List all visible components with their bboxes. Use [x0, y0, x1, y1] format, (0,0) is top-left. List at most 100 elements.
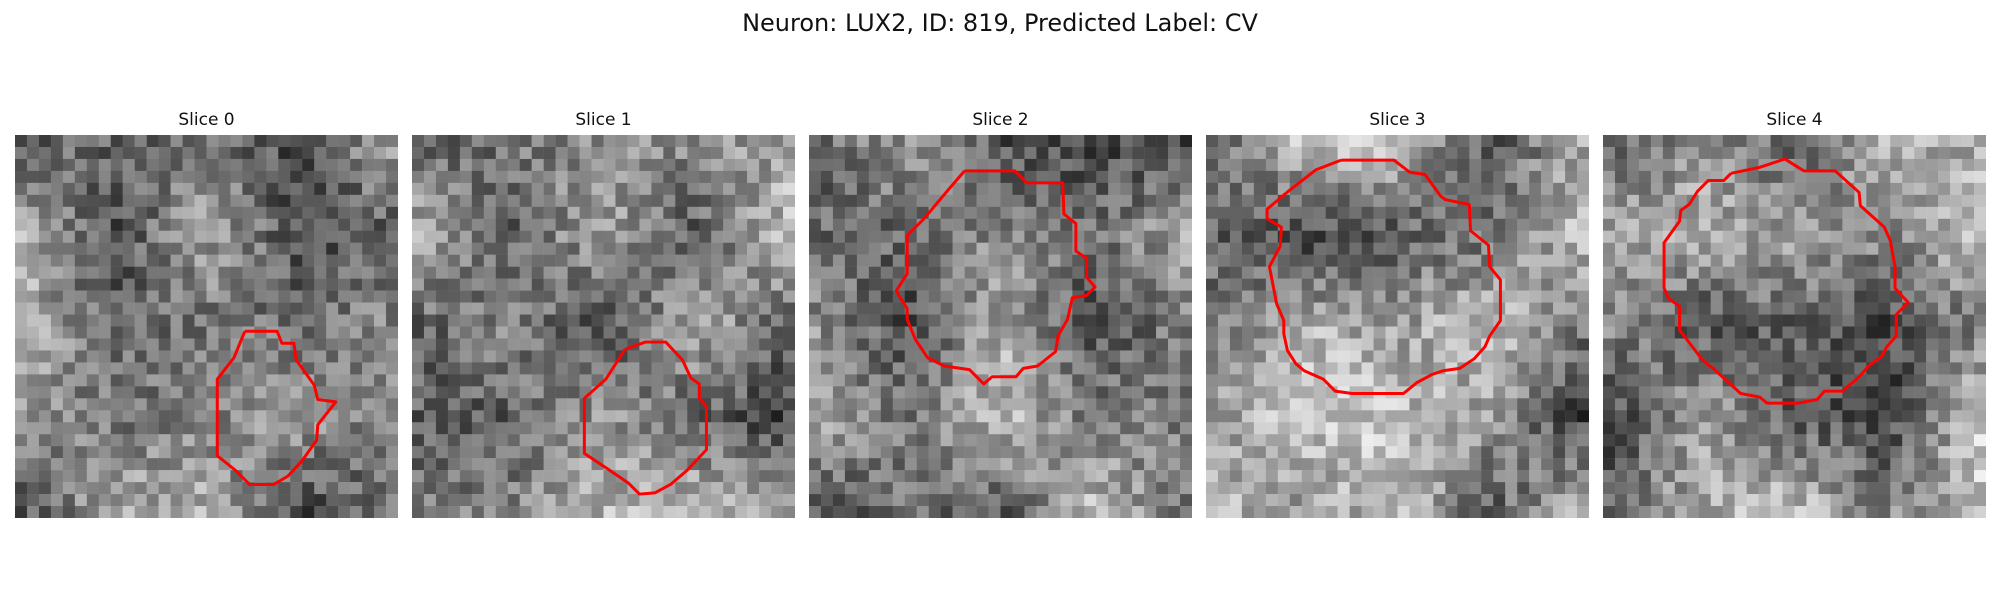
pixel: [531, 182, 544, 196]
pixel: [832, 506, 846, 518]
pixel: [110, 362, 123, 375]
pixel: [1866, 146, 1879, 160]
pixel: [62, 194, 76, 208]
pixel: [1433, 158, 1446, 172]
pixel: [98, 482, 111, 495]
pixel: [1313, 446, 1326, 459]
pixel: [386, 494, 398, 507]
pixel: [1217, 374, 1231, 387]
pixel: [435, 135, 449, 148]
pixel: [1265, 182, 1279, 196]
pixel: [711, 326, 724, 339]
pixel: [1686, 158, 1699, 172]
pixel: [15, 182, 28, 196]
pixel: [1481, 386, 1494, 399]
pixel: [1902, 422, 1915, 435]
pixel: [471, 242, 485, 255]
pixel: [1301, 410, 1314, 423]
pixel: [1866, 218, 1879, 231]
pixel: [182, 350, 195, 363]
pixel: [579, 146, 592, 160]
pixel: [651, 194, 664, 208]
pixel: [206, 302, 219, 315]
pixel: [1144, 338, 1157, 351]
pixel: [1758, 374, 1771, 387]
pixel: [386, 398, 398, 411]
pixel: [952, 266, 965, 279]
pixel: [1000, 506, 1013, 518]
pixel: [1938, 146, 1951, 160]
pixel: [928, 506, 941, 518]
pixel: [1120, 254, 1133, 267]
pixel: [86, 374, 100, 387]
pixel: [1048, 146, 1061, 160]
pixel: [952, 434, 965, 447]
pixel: [555, 242, 568, 255]
pixel: [723, 458, 736, 471]
pixel: [1409, 290, 1422, 303]
pixel: [326, 278, 339, 291]
pixel: [579, 362, 592, 375]
pixel: [1638, 170, 1652, 184]
pixel: [38, 470, 52, 483]
pixel: [158, 422, 171, 435]
pixel: [952, 350, 965, 363]
pixel: [86, 290, 100, 303]
pixel: [976, 398, 989, 411]
pixel: [1541, 278, 1554, 291]
panel-slice-1: [412, 135, 795, 518]
pixel: [1577, 326, 1589, 339]
pixel: [809, 314, 822, 327]
pixel: [603, 170, 616, 184]
pixel: [1758, 170, 1771, 184]
pixel: [98, 362, 111, 375]
pixel: [206, 182, 219, 196]
pixel: [278, 350, 291, 363]
pixel: [735, 146, 748, 160]
pixel: [1926, 135, 1939, 148]
pixel: [1541, 218, 1554, 231]
pixel: [1361, 338, 1374, 351]
pixel: [699, 135, 712, 148]
pixel: [1337, 506, 1350, 518]
pixel: [302, 410, 315, 423]
pixel: [783, 135, 795, 148]
pixel: [122, 338, 135, 351]
pixel: [1421, 194, 1434, 208]
pixel: [1698, 254, 1711, 267]
pixel: [1277, 374, 1291, 387]
pixel: [350, 290, 363, 303]
pixel: [1662, 446, 1676, 459]
pixel: [134, 326, 147, 339]
pixel: [1433, 386, 1446, 399]
pixel: [531, 230, 544, 243]
pixel: [1866, 338, 1879, 351]
pixel: [771, 194, 784, 208]
pixel: [1206, 458, 1219, 471]
pixel: [1421, 338, 1434, 351]
pixel: [519, 314, 532, 327]
pixel: [555, 374, 568, 387]
pixel: [290, 242, 303, 255]
pixel: [1866, 326, 1879, 339]
pixel: [1048, 482, 1061, 495]
pixel: [880, 254, 894, 267]
pixel: [579, 338, 592, 351]
pixel: [1830, 266, 1843, 279]
pixel: [194, 506, 207, 518]
pixel: [62, 314, 76, 327]
pixel: [699, 194, 712, 208]
pixel: [1397, 326, 1410, 339]
pixel: [1301, 206, 1314, 220]
pixel: [302, 135, 315, 148]
pixel: [1758, 290, 1771, 303]
pixel: [254, 266, 267, 279]
pixel: [1553, 374, 1566, 387]
pixel: [1794, 434, 1807, 447]
pixel: [447, 494, 461, 507]
pixel: [86, 494, 100, 507]
pixel: [1517, 314, 1530, 327]
pixel: [1962, 434, 1975, 447]
pixel: [386, 350, 398, 363]
pixel: [603, 254, 616, 267]
